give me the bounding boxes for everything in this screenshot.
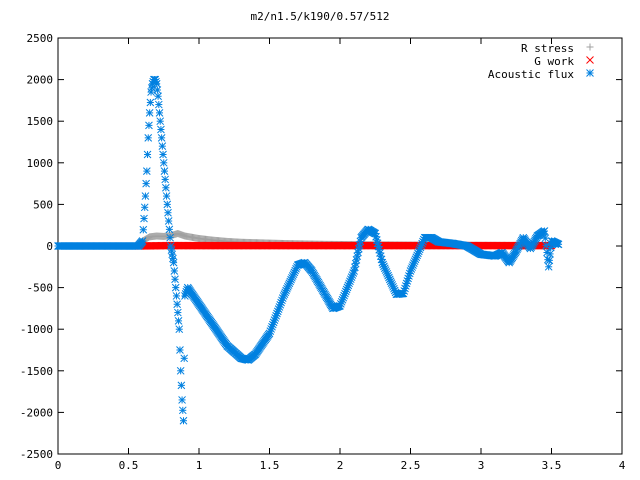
legend-marker bbox=[586, 69, 594, 77]
legend-entry-r-stress: R stress bbox=[521, 42, 574, 55]
x-tick-label: 3 bbox=[478, 459, 485, 472]
series-acoustic-flux bbox=[54, 75, 563, 425]
data-point bbox=[177, 381, 186, 390]
data-point bbox=[176, 346, 184, 354]
data-point bbox=[164, 208, 172, 217]
data-point bbox=[169, 258, 178, 267]
data-point bbox=[143, 150, 152, 159]
legend-entry-acoustic-flux: Acoustic flux bbox=[488, 68, 574, 81]
data-point bbox=[145, 121, 153, 130]
data-point bbox=[157, 133, 166, 142]
data-point bbox=[170, 267, 179, 275]
data-point bbox=[163, 200, 172, 209]
y-tick-label: 1000 bbox=[27, 157, 54, 170]
data-point bbox=[175, 325, 184, 334]
data-point bbox=[152, 79, 161, 88]
data-point bbox=[162, 192, 171, 200]
data-point bbox=[145, 109, 154, 117]
ticks: 0 0.5 1 1.5 2 2.5 3 3.5 4 2500 2000 1500 1000 500 0 -50… bbox=[20, 32, 626, 472]
data-point bbox=[138, 237, 147, 245]
legend-label-g-work: G work bbox=[534, 55, 574, 68]
chart-title: m2/n1.5/k190/0.57/512 bbox=[250, 10, 390, 23]
x-tick-label: 1.5 bbox=[260, 459, 280, 472]
data-point bbox=[545, 256, 554, 265]
data-point bbox=[174, 317, 183, 325]
x-tick-label: 3.5 bbox=[542, 459, 562, 472]
data-point bbox=[142, 179, 150, 188]
series-g-work bbox=[134, 241, 556, 250]
data-point bbox=[172, 292, 181, 300]
y-tick-label: 1500 bbox=[27, 115, 54, 128]
data-point bbox=[139, 225, 148, 234]
data-point bbox=[173, 300, 181, 309]
data-point bbox=[142, 167, 151, 175]
data-point bbox=[544, 262, 553, 271]
data-point bbox=[180, 354, 189, 363]
data-point bbox=[178, 396, 186, 404]
data-point bbox=[165, 225, 174, 234]
x-tick-label: 0.5 bbox=[119, 459, 139, 472]
data-point bbox=[140, 203, 149, 212]
legend-marker bbox=[586, 43, 594, 51]
x-tick-label: 0 bbox=[55, 459, 62, 472]
data-point bbox=[157, 125, 165, 134]
y-tick-label: 2500 bbox=[27, 32, 54, 45]
data-point bbox=[154, 100, 163, 109]
data-point bbox=[173, 308, 182, 317]
data-point bbox=[171, 275, 179, 284]
x-tick-label: 4 bbox=[619, 459, 626, 472]
data-point bbox=[159, 158, 168, 167]
legend-entry-g-work: G work bbox=[534, 55, 574, 68]
y-tick-label: 500 bbox=[33, 198, 53, 211]
data-point bbox=[179, 416, 188, 425]
data-point bbox=[162, 183, 170, 192]
data-point bbox=[161, 175, 170, 184]
data-point bbox=[171, 283, 180, 292]
legend-label-r-stress: R stress bbox=[521, 42, 574, 55]
y-tick-label: 2000 bbox=[27, 74, 54, 87]
data-point bbox=[141, 192, 150, 200]
data-point bbox=[154, 92, 162, 101]
data-point bbox=[159, 150, 167, 159]
data-point bbox=[554, 240, 563, 249]
data-point bbox=[166, 233, 174, 242]
x-tick-label: 2 bbox=[337, 459, 344, 472]
data-point bbox=[156, 117, 165, 126]
data-point bbox=[164, 217, 173, 225]
y-tick-label: -500 bbox=[27, 282, 54, 295]
y-tick-label: -2000 bbox=[20, 406, 53, 419]
y-tick-label: -2500 bbox=[20, 448, 53, 461]
legend-label-acoustic-flux: Acoustic flux bbox=[487, 68, 574, 81]
x-tick-label: 2.5 bbox=[401, 459, 421, 472]
y-tick-label: -1500 bbox=[20, 365, 53, 378]
data-point bbox=[176, 366, 185, 375]
x-tick-label: 1 bbox=[196, 459, 203, 472]
legend-marker bbox=[586, 56, 594, 64]
data-marks bbox=[54, 43, 594, 425]
data-point bbox=[541, 234, 550, 243]
data-point bbox=[146, 98, 155, 107]
data-point bbox=[546, 250, 554, 258]
data-point bbox=[540, 227, 549, 235]
data-point bbox=[160, 167, 169, 175]
data-point bbox=[169, 254, 177, 263]
data-point bbox=[158, 142, 167, 151]
data-point bbox=[178, 406, 187, 415]
data-point bbox=[546, 243, 555, 252]
data-point bbox=[153, 86, 162, 94]
data-point bbox=[140, 214, 148, 223]
data-point bbox=[144, 133, 153, 142]
y-tick-label: -1000 bbox=[20, 323, 53, 336]
data-point bbox=[155, 109, 164, 117]
y-tick-label: 0 bbox=[46, 240, 53, 253]
